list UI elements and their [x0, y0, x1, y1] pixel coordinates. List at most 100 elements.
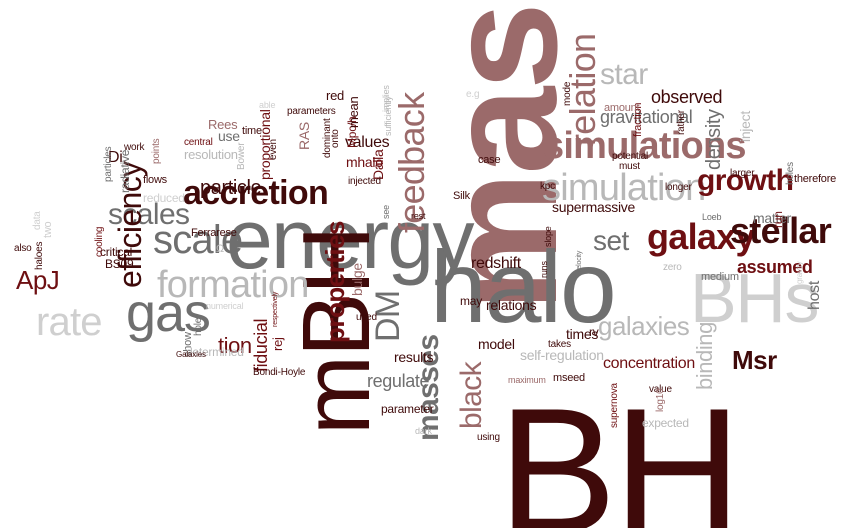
- word-bondi-hoyle: Bondi-Hoyle: [253, 367, 306, 378]
- word-expected: expected: [642, 416, 689, 430]
- word-bulge: bulge: [349, 263, 365, 296]
- word-numerical: numerical: [206, 301, 244, 311]
- word-runs: runs: [539, 261, 549, 278]
- word-fiducial: fiducial: [251, 318, 271, 372]
- word-bower: Bower: [236, 142, 247, 170]
- word-velocity: velocity: [576, 250, 583, 273]
- word-galaxies: galaxies: [598, 311, 690, 341]
- word-onto: onto: [330, 129, 341, 148]
- word-injected: injected: [348, 176, 381, 187]
- word-parameters: parameters: [287, 106, 336, 117]
- word-time: time: [242, 125, 262, 137]
- word-regulate: regulate: [367, 371, 430, 391]
- word-galaxies: Galaxies: [176, 350, 206, 359]
- word-points: points: [151, 138, 162, 165]
- word-ras: RAS: [296, 122, 312, 150]
- word-even: even: [268, 139, 279, 160]
- word-set: set: [593, 225, 629, 256]
- word-di: Di: [108, 149, 123, 166]
- word-able: able: [259, 100, 276, 110]
- word-values: values: [345, 134, 390, 151]
- word-results: results: [394, 349, 434, 365]
- word-see: see: [381, 205, 391, 219]
- word-rather: rather: [676, 110, 687, 135]
- word-mode: mode: [562, 81, 573, 106]
- word-gravitational: gravitational: [600, 107, 693, 127]
- word-takes: takes: [548, 339, 571, 350]
- word-amount: amount: [604, 102, 640, 114]
- word-red: red: [326, 88, 345, 103]
- word-data: data: [32, 211, 43, 230]
- word-bh: BH: [498, 371, 742, 528]
- word-formation: formation: [157, 264, 309, 306]
- word-density: density: [703, 109, 725, 170]
- word-reduced: reduced: [143, 191, 185, 205]
- word-ferrarese: Ferrarese: [191, 227, 237, 239]
- word-redshift: redshift: [471, 255, 521, 272]
- word-used: used: [356, 312, 377, 323]
- word-larger: larger: [730, 168, 755, 179]
- word-simulations: simulations: [543, 125, 747, 167]
- word-silk: Silk: [453, 190, 470, 202]
- word-may: may: [460, 294, 482, 308]
- word-concentration: concentration: [603, 355, 695, 372]
- word-mhalo: mhalo: [346, 154, 383, 170]
- word-relations: relations: [486, 297, 537, 313]
- word-particle: particle: [200, 177, 262, 199]
- word-parameter: parameter: [381, 402, 434, 416]
- word-rv: rv: [589, 325, 599, 339]
- word-medium: medium: [701, 271, 739, 283]
- word-inject: inject: [737, 110, 753, 142]
- word-slope: slope: [543, 226, 553, 247]
- word-galaxy: galaxy: [647, 216, 755, 257]
- word-particles: particles: [103, 146, 114, 182]
- word-msr: Msr: [732, 345, 777, 375]
- word-stellar: stellar: [730, 210, 832, 251]
- word-self-regulation: self-regulation: [520, 347, 604, 363]
- word-mseed: mseed: [553, 372, 585, 384]
- word-gravity: gravity: [795, 261, 804, 284]
- word-black: black: [455, 361, 488, 429]
- word-work: work: [124, 142, 145, 153]
- word-maximum: maximum: [508, 375, 546, 385]
- word-resolution: resolution: [184, 147, 238, 162]
- word-also: also: [14, 243, 32, 254]
- word-radiative: radiative: [118, 149, 132, 193]
- word-two: two: [42, 221, 54, 238]
- word-model: model: [478, 336, 515, 352]
- word-dark: dark: [415, 426, 432, 436]
- word-gas: gas: [126, 283, 211, 343]
- word-assumed: assumed: [737, 257, 813, 277]
- word-properties: properties: [320, 221, 350, 343]
- word-respectively: respectively: [272, 291, 279, 327]
- word-value: value: [649, 384, 672, 395]
- word-flows: flows: [143, 174, 167, 186]
- word-supermassive: supermassive: [552, 199, 636, 215]
- word-log10: log10: [655, 388, 666, 412]
- word-run: run: [771, 211, 785, 228]
- word-must: must: [619, 161, 640, 172]
- word-rees: Rees: [208, 117, 238, 132]
- word-scales: scales: [108, 198, 190, 231]
- word-matter: matter: [753, 210, 791, 226]
- word-accretion: accretion: [183, 174, 329, 212]
- word-simulation: simulation: [542, 167, 706, 209]
- word-using: using: [477, 432, 500, 443]
- word-growth: growth: [697, 164, 794, 197]
- word-mean: mean: [346, 96, 361, 128]
- word-apj: ApJ: [16, 265, 60, 295]
- word-binding: binding: [692, 322, 717, 390]
- word-loeb: Loeb: [702, 212, 722, 222]
- word-determined: determined: [186, 345, 244, 359]
- word-halo: halo: [430, 230, 617, 344]
- word-host: host: [806, 281, 823, 310]
- word-tion: tion: [218, 333, 252, 358]
- word-longer: longer: [665, 182, 692, 193]
- word-kpc: kpc: [540, 181, 555, 192]
- word-energy: energy: [226, 192, 474, 286]
- word-star: star: [600, 58, 648, 91]
- word-scale: scale: [153, 218, 243, 262]
- word-cooling: cooling: [94, 226, 105, 257]
- word-sufficiently: sufficiently: [383, 96, 393, 136]
- word-therefore: therefore: [794, 173, 837, 185]
